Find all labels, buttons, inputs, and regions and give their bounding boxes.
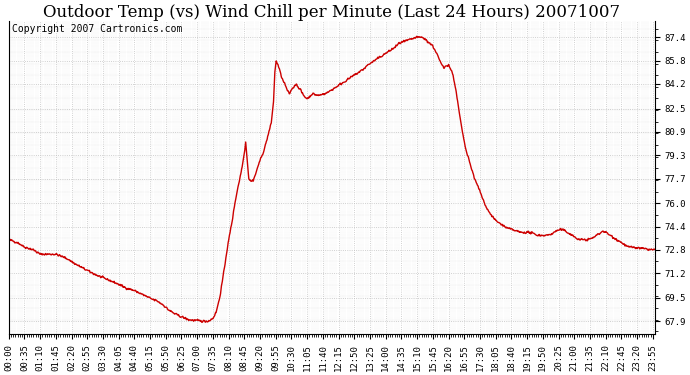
Title: Outdoor Temp (vs) Wind Chill per Minute (Last 24 Hours) 20071007: Outdoor Temp (vs) Wind Chill per Minute … [43, 4, 620, 21]
Text: Copyright 2007 Cartronics.com: Copyright 2007 Cartronics.com [12, 24, 182, 34]
